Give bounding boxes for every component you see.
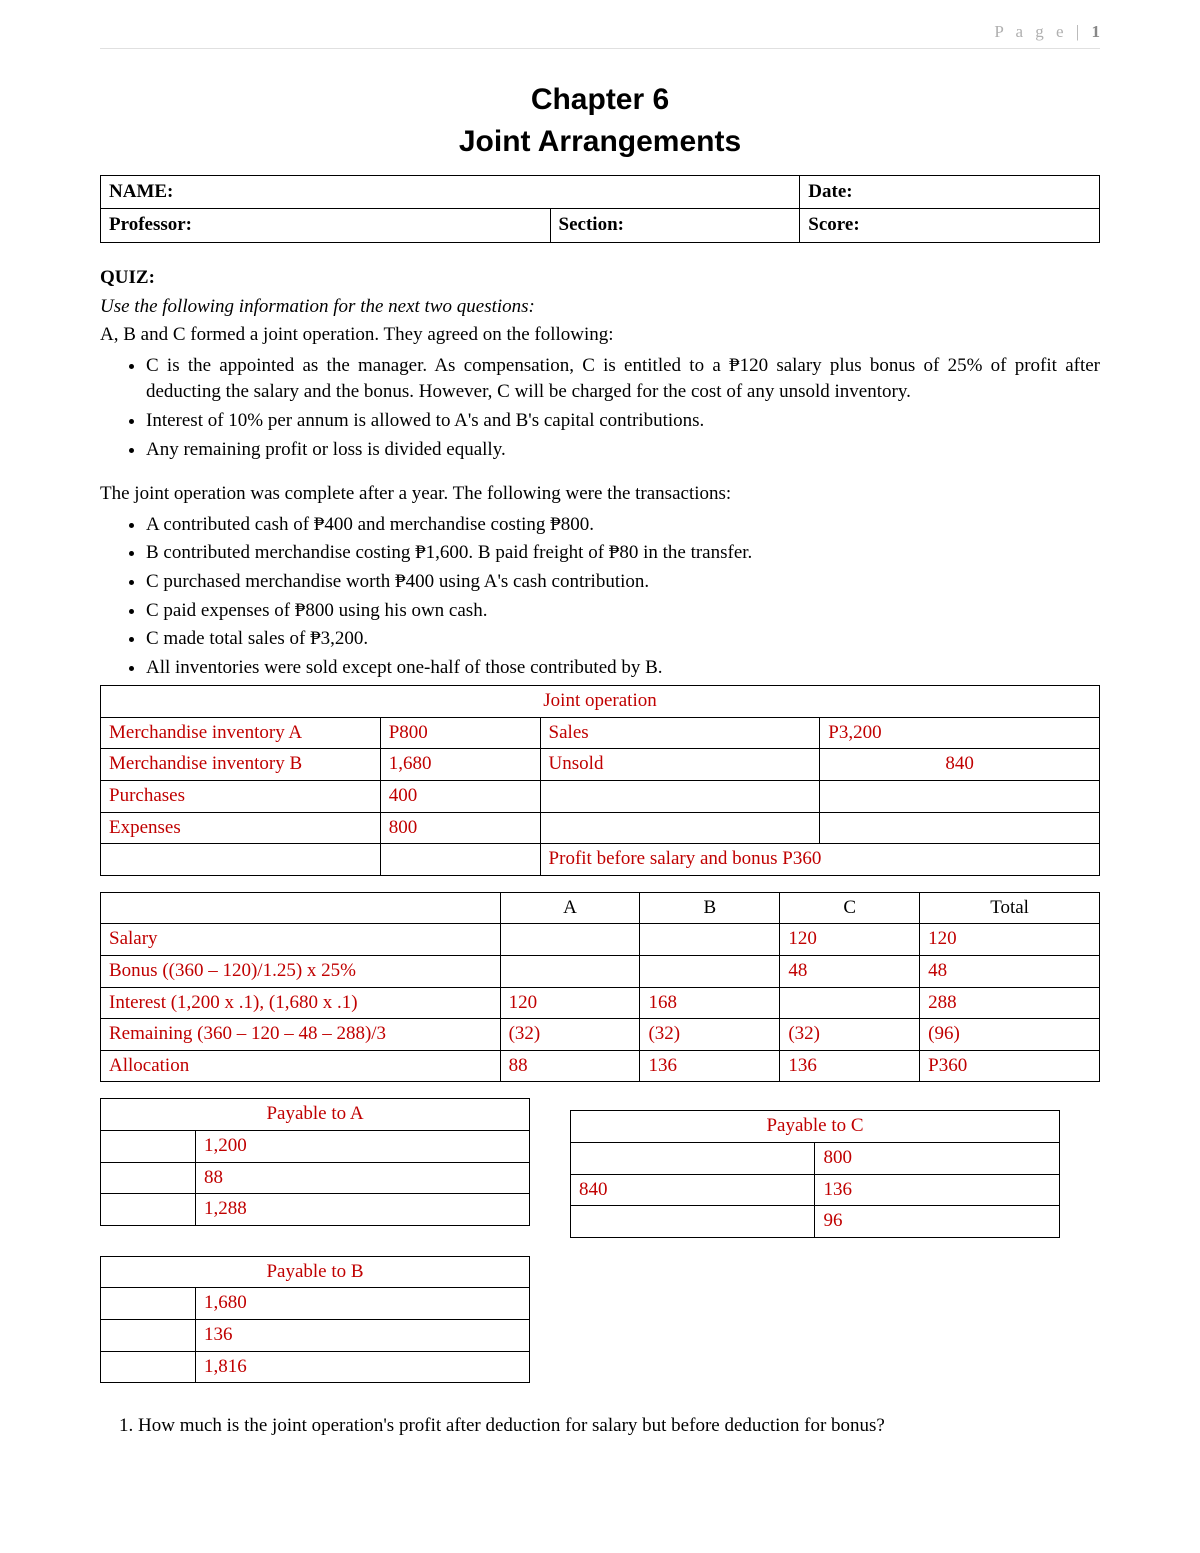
profit-before: Profit before salary and bonus P360 — [540, 844, 1099, 876]
chapter-subtitle: Joint Arrangements — [100, 121, 1100, 163]
list-item: C paid expenses of ₱800 using his own ca… — [146, 598, 1100, 625]
joint-operation-table: Joint operation Merchandise inventory A … — [100, 685, 1100, 876]
page-sep: | — [1076, 22, 1083, 41]
info-table: NAME: Date: Professor: Section: Score: — [100, 175, 1100, 243]
question-1: How much is the joint operation's profit… — [138, 1413, 1100, 1440]
list-item: C purchased merchandise worth ₱400 using… — [146, 569, 1100, 596]
questions-list: How much is the joint operation's profit… — [100, 1413, 1100, 1440]
payables-row-1: Payable to A 1,200 88 1,288 Payable to C… — [100, 1098, 1100, 1237]
agreement-list: C is the appointed as the manager. As co… — [100, 353, 1100, 463]
page-label: P a g e — [994, 22, 1067, 41]
list-item: C made total sales of ₱3,200. — [146, 626, 1100, 653]
list-item: C is the appointed as the manager. As co… — [146, 353, 1100, 406]
section-label: Section: — [559, 214, 624, 235]
transactions-list: A contributed cash of ₱400 and merchandi… — [100, 512, 1100, 682]
payable-c-table: Payable to C 800 840136 96 — [570, 1110, 1060, 1237]
list-item: A contributed cash of ₱400 and merchandi… — [146, 512, 1100, 539]
list-item: All inventories were sold except one-hal… — [146, 655, 1100, 682]
quiz-instruction: Use the following information for the ne… — [100, 294, 1100, 321]
date-label: Date: — [808, 181, 852, 202]
payables-row-2: Payable to B 1,680 136 1,816 — [100, 1256, 1100, 1383]
list-item: Any remaining profit or loss is divided … — [146, 437, 1100, 464]
list-item: B contributed merchandise costing ₱1,600… — [146, 540, 1100, 567]
joint-op-title: Joint operation — [101, 686, 1100, 718]
payable-b-table: Payable to B 1,680 136 1,816 — [100, 1256, 530, 1383]
name-label: NAME: — [109, 181, 173, 202]
page-number: 1 — [1092, 22, 1101, 41]
allocation-table: A B C Total Salary 120 120 Bonus ((360 –… — [100, 892, 1100, 1083]
page-header: P a g e | 1 — [100, 20, 1100, 49]
list-item: Interest of 10% per annum is allowed to … — [146, 408, 1100, 435]
quiz-intro: A, B and C formed a joint operation. The… — [100, 322, 1100, 349]
transactions-intro: The joint operation was complete after a… — [100, 481, 1100, 508]
chapter-title: Chapter 6 — [100, 79, 1100, 121]
professor-label: Professor: — [109, 214, 192, 235]
score-label: Score: — [808, 214, 859, 235]
quiz-label: QUIZ: — [100, 265, 1100, 292]
payable-a-table: Payable to A 1,200 88 1,288 — [100, 1098, 530, 1225]
